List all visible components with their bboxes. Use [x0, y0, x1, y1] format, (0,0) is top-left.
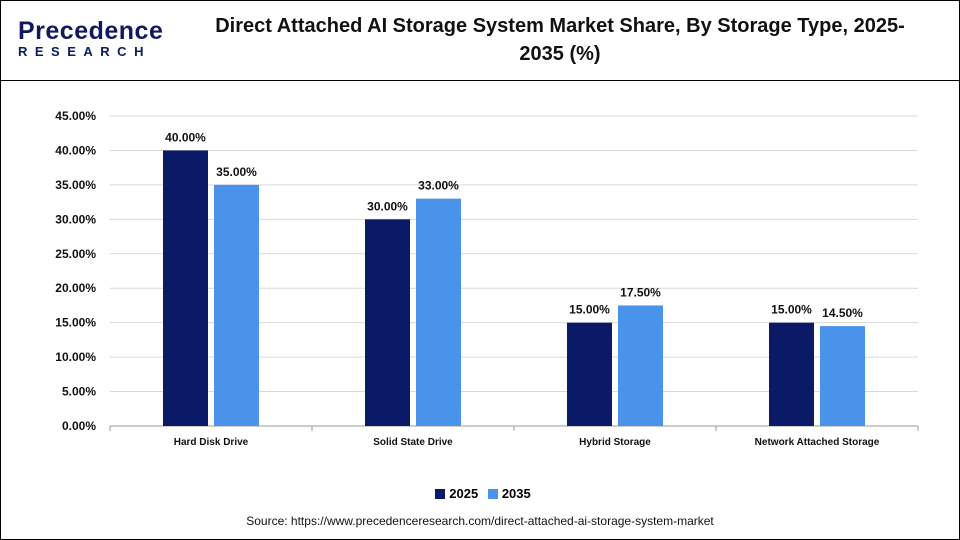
x-category-label: Hybrid Storage [579, 437, 651, 448]
x-category-label: Hard Disk Drive [174, 437, 249, 448]
x-category-label: Network Attached Storage [755, 437, 880, 448]
logo-text-bottom: RESEARCH [18, 44, 151, 59]
legend-swatch-2025 [435, 489, 446, 499]
chart-title: Direct Attached AI Storage System Market… [215, 15, 905, 65]
bar-2035 [820, 326, 865, 426]
header: Precedence RESEARCH Direct Attached AI S… [0, 0, 960, 81]
bar-2035 [618, 305, 663, 426]
bar-2035 [416, 198, 461, 426]
data-label: 40.00% [165, 130, 206, 144]
precedence-research-logo: Precedence RESEARCH [18, 17, 164, 63]
bar-2035 [214, 184, 259, 426]
data-label: 30.00% [367, 199, 408, 213]
data-label: 15.00% [569, 303, 610, 317]
data-label: 15.00% [771, 303, 812, 317]
legend: 2025 2035 [0, 486, 960, 501]
bar-2025 [365, 219, 410, 426]
y-tick-label: 45.00% [55, 109, 96, 123]
y-tick-label: 40.00% [55, 143, 96, 157]
source-note: Source: https://www.precedenceresearch.c… [246, 514, 714, 528]
data-label: 17.50% [620, 285, 661, 299]
bar-2025 [769, 322, 814, 426]
y-tick-label: 5.00% [62, 385, 96, 399]
data-label: 33.00% [418, 179, 459, 193]
y-tick-label: 30.00% [55, 212, 96, 226]
y-tick-label: 20.00% [55, 281, 96, 295]
y-tick-label: 35.00% [55, 178, 96, 192]
x-category-label: Solid State Drive [373, 437, 453, 448]
data-label: 35.00% [216, 165, 257, 179]
data-label: 14.50% [822, 306, 863, 320]
y-tick-label: 15.00% [55, 316, 96, 330]
bar-2025 [163, 150, 208, 426]
legend-label-2035: 2035 [501, 486, 531, 501]
legend-swatch-2035 [487, 489, 498, 499]
legend-label-2025: 2025 [449, 486, 479, 501]
bar-2025 [567, 322, 612, 426]
y-tick-label: 10.00% [55, 350, 96, 364]
y-tick-label: 0.00% [62, 419, 96, 433]
y-tick-label: 25.00% [55, 247, 96, 261]
logo-text-top: Precedence [18, 17, 164, 45]
